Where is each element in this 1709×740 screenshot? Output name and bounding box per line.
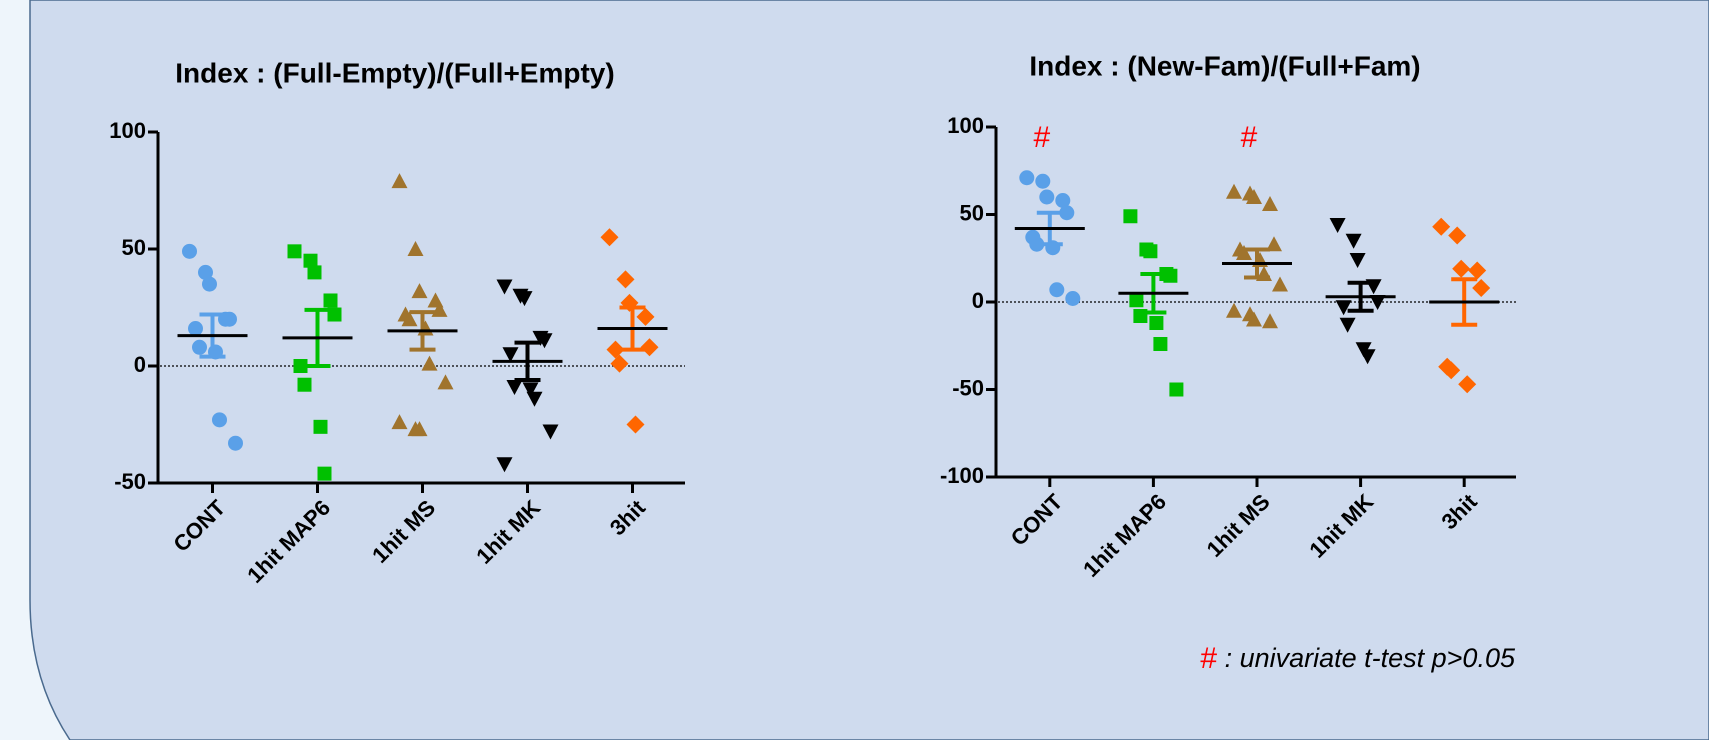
data-point — [307, 265, 322, 280]
data-point — [1246, 311, 1262, 327]
data-point — [1345, 233, 1362, 249]
data-point — [1448, 226, 1467, 245]
data-point — [1039, 189, 1055, 205]
data-point — [516, 291, 533, 307]
data-point — [401, 311, 418, 327]
data-point — [1472, 279, 1491, 297]
data-point — [536, 333, 553, 349]
data-point — [1458, 375, 1477, 394]
data-point — [1468, 261, 1487, 280]
data-point — [1226, 302, 1242, 318]
data-point — [1262, 196, 1278, 211]
y-tick-label: 0 — [972, 288, 984, 313]
data-point — [496, 457, 513, 473]
data-point — [506, 380, 523, 396]
data-point — [202, 276, 217, 292]
chart-title: Index : (New-Fam)/(Full+Fam) — [1029, 50, 1420, 81]
data-point — [1153, 337, 1168, 351]
y-tick-label: 50 — [960, 200, 984, 225]
data-point — [1123, 209, 1138, 224]
data-point — [640, 338, 659, 357]
data-point — [636, 307, 655, 326]
data-point — [1262, 313, 1278, 329]
data-point — [1065, 291, 1081, 306]
data-point — [1059, 205, 1075, 221]
data-point — [222, 311, 237, 327]
footnote-symbol: # — [1200, 642, 1217, 675]
data-point — [1329, 218, 1346, 233]
data-point — [411, 283, 428, 299]
data-point — [1339, 317, 1356, 333]
data-point — [1049, 282, 1065, 298]
data-point — [1019, 170, 1035, 186]
y-tick-label: 0 — [134, 352, 146, 377]
data-point — [407, 241, 424, 256]
data-point — [1246, 189, 1262, 204]
y-tick-label: -100 — [940, 463, 984, 488]
annotation: # — [1241, 121, 1258, 154]
data-point — [198, 264, 213, 280]
annotation: # — [1033, 121, 1050, 154]
data-point — [526, 391, 543, 407]
data-point — [317, 466, 332, 481]
data-point — [1226, 183, 1242, 199]
y-tick-label: -50 — [952, 375, 984, 400]
data-point — [212, 412, 227, 428]
chart-title: Index : (Full-Empty)/(Full+Empty) — [175, 57, 614, 88]
data-point — [542, 424, 559, 440]
data-point — [1169, 382, 1184, 397]
data-point — [1055, 193, 1071, 208]
footnote-text: : univariate t-test p>0.05 — [1217, 643, 1516, 673]
data-point — [297, 377, 312, 392]
data-point — [1432, 217, 1451, 236]
data-point — [293, 359, 308, 373]
y-tick-label: -50 — [114, 469, 146, 494]
data-point — [610, 354, 629, 373]
data-point — [1149, 316, 1164, 330]
data-point — [616, 270, 635, 289]
y-tick-label: 100 — [947, 113, 984, 138]
data-point — [188, 321, 203, 337]
data-point — [1143, 244, 1158, 259]
data-point — [327, 307, 342, 322]
data-point — [323, 293, 338, 308]
data-point — [228, 435, 243, 451]
data-point — [1272, 276, 1288, 292]
data-point — [1035, 173, 1051, 189]
data-point — [1163, 268, 1178, 283]
data-point — [496, 279, 513, 295]
data-point — [1335, 300, 1352, 316]
data-point — [1129, 293, 1144, 308]
data-point — [192, 339, 207, 355]
data-point — [502, 347, 519, 363]
data-point — [391, 414, 408, 430]
data-point — [287, 244, 302, 259]
data-point — [600, 228, 619, 247]
data-point — [1452, 259, 1471, 278]
data-point — [1369, 295, 1386, 310]
data-point — [1359, 349, 1376, 365]
data-point — [1236, 245, 1252, 260]
y-tick-label: 100 — [109, 118, 146, 143]
data-point — [313, 419, 328, 434]
footnote: # : univariate t-test p>0.05 — [1200, 642, 1516, 675]
data-point — [522, 382, 539, 398]
data-point — [437, 374, 454, 390]
data-point — [303, 253, 318, 268]
data-point — [421, 355, 438, 371]
data-point — [606, 340, 625, 359]
data-point — [1349, 253, 1366, 268]
data-point — [626, 415, 645, 434]
y-tick-label: 50 — [122, 235, 146, 260]
data-point — [1442, 361, 1461, 380]
data-point — [411, 421, 428, 437]
data-point — [391, 173, 408, 189]
data-point — [182, 243, 197, 259]
